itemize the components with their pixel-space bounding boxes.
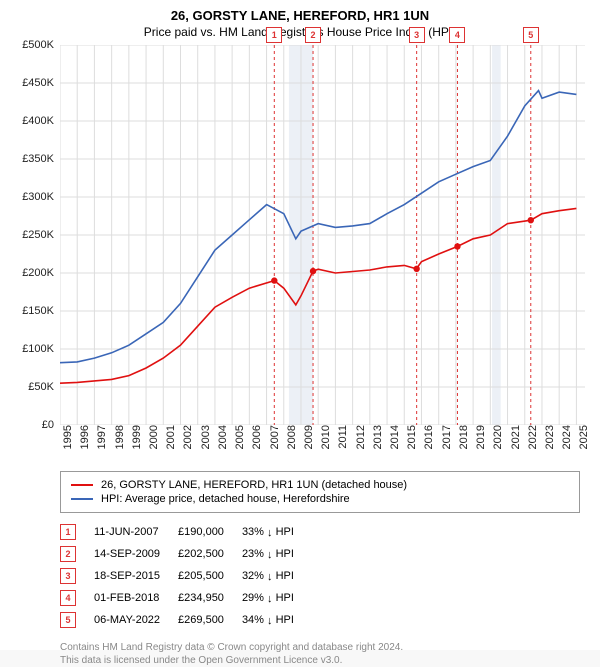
legend-item: 26, GORSTY LANE, HEREFORD, HR1 1UN (deta…: [71, 478, 569, 492]
y-tick-label: £150K: [22, 305, 60, 317]
table-row: 3 18-SEP-2015£205,50032% ↓ HPI: [60, 565, 312, 587]
tx-delta: 29% ↓ HPI: [242, 587, 312, 609]
tx-date: 11-JUN-2007: [94, 521, 178, 543]
tx-marker: 3: [60, 568, 76, 584]
x-tick-label: 2013: [368, 425, 384, 449]
marker-4: 4: [449, 27, 465, 43]
x-tick-label: 2009: [299, 425, 315, 449]
x-tick-label: 2023: [540, 425, 556, 449]
x-tick-label: 1999: [127, 425, 143, 449]
tx-date: 01-FEB-2018: [94, 587, 178, 609]
x-tick-label: 1995: [58, 425, 74, 449]
footer: Contains HM Land Registry data © Crown c…: [60, 641, 580, 667]
x-tick-label: 2019: [471, 425, 487, 449]
legend: 26, GORSTY LANE, HEREFORD, HR1 1UN (deta…: [60, 471, 580, 513]
x-tick-label: 2025: [574, 425, 590, 449]
y-tick-label: £350K: [22, 153, 60, 165]
chart-subtitle: Price paid vs. HM Land Registry's House …: [0, 23, 600, 45]
y-tick-label: £200K: [22, 267, 60, 279]
x-tick-label: 2001: [161, 425, 177, 449]
x-tick-label: 2020: [488, 425, 504, 449]
legend-item: HPI: Average price, detached house, Here…: [71, 492, 569, 506]
tx-price: £190,000: [178, 521, 242, 543]
marker-1: 1: [266, 27, 282, 43]
footer-line: This data is licensed under the Open Gov…: [60, 654, 580, 667]
tx-date: 06-MAY-2022: [94, 609, 178, 631]
x-tick-label: 2018: [454, 425, 470, 449]
x-tick-label: 2003: [196, 425, 212, 449]
x-tick-label: 2011: [333, 425, 349, 449]
tx-delta: 23% ↓ HPI: [242, 543, 312, 565]
x-tick-label: 2007: [265, 425, 281, 449]
tx-price: £269,500: [178, 609, 242, 631]
tx-date: 18-SEP-2015: [94, 565, 178, 587]
legend-label: 26, GORSTY LANE, HEREFORD, HR1 1UN (deta…: [101, 479, 407, 491]
marker-3: 3: [409, 27, 425, 43]
marker-2: 2: [305, 27, 321, 43]
y-tick-label: £300K: [22, 191, 60, 203]
x-tick-label: 2015: [402, 425, 418, 449]
tx-date: 14-SEP-2009: [94, 543, 178, 565]
footer-line: Contains HM Land Registry data © Crown c…: [60, 641, 580, 654]
tx-delta: 33% ↓ HPI: [242, 521, 312, 543]
y-tick-label: £400K: [22, 115, 60, 127]
tx-marker: 4: [60, 590, 76, 606]
x-tick-label: 2006: [247, 425, 263, 449]
chart-area: 12345£0£50K£100K£150K£200K£250K£300K£350…: [60, 45, 585, 425]
x-tick-label: 1997: [92, 425, 108, 449]
legend-label: HPI: Average price, detached house, Here…: [101, 493, 350, 505]
chart-title: 26, GORSTY LANE, HEREFORD, HR1 1UN: [0, 0, 600, 23]
table-row: 2 14-SEP-2009£202,50023% ↓ HPI: [60, 543, 312, 565]
x-tick-label: 2024: [557, 425, 573, 449]
x-tick-label: 2021: [506, 425, 522, 449]
y-tick-label: £250K: [22, 229, 60, 241]
x-tick-label: 2012: [351, 425, 367, 449]
x-tick-label: 2017: [437, 425, 453, 449]
x-tick-label: 1996: [75, 425, 91, 449]
x-tick-label: 2016: [419, 425, 435, 449]
transactions-table: 1 11-JUN-2007£190,00033% ↓ HPI 2 14-SEP-200…: [60, 521, 312, 631]
table-row: 4 01-FEB-2018£234,95029% ↓ HPI: [60, 587, 312, 609]
tx-price: £202,500: [178, 543, 242, 565]
chart-svg: [60, 45, 585, 425]
marker-5: 5: [523, 27, 539, 43]
x-tick-label: 1998: [110, 425, 126, 449]
tx-price: £234,950: [178, 587, 242, 609]
x-tick-label: 2014: [385, 425, 401, 449]
x-tick-label: 2008: [282, 425, 298, 449]
y-tick-label: £50K: [28, 381, 60, 393]
x-tick-label: 2002: [178, 425, 194, 449]
table-row: 1 11-JUN-2007£190,00033% ↓ HPI: [60, 521, 312, 543]
y-tick-label: £450K: [22, 77, 60, 89]
x-tick-label: 2010: [316, 425, 332, 449]
x-tick-label: 2005: [230, 425, 246, 449]
table-row: 5 06-MAY-2022£269,50034% ↓ HPI: [60, 609, 312, 631]
x-tick-label: 2004: [213, 425, 229, 449]
y-tick-label: £500K: [22, 39, 60, 51]
tx-delta: 32% ↓ HPI: [242, 565, 312, 587]
x-tick-label: 2000: [144, 425, 160, 449]
tx-marker: 2: [60, 546, 76, 562]
x-tick-label: 2022: [523, 425, 539, 449]
tx-price: £205,500: [178, 565, 242, 587]
tx-marker: 5: [60, 612, 76, 628]
tx-marker: 1: [60, 524, 76, 540]
y-tick-label: £100K: [22, 343, 60, 355]
tx-delta: 34% ↓ HPI: [242, 609, 312, 631]
